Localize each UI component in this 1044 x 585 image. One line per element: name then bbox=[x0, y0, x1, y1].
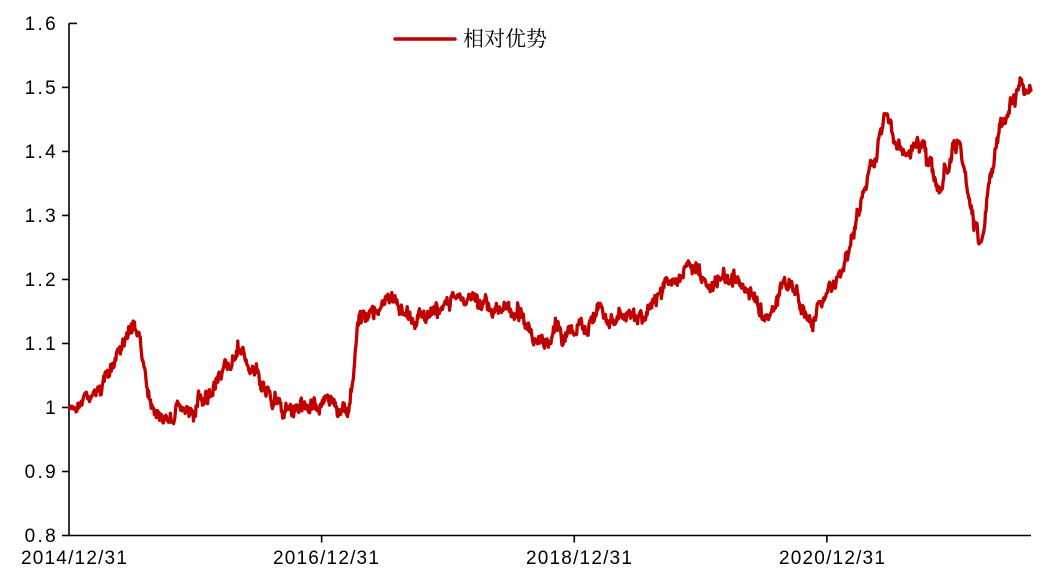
svg-text:1: 1 bbox=[45, 398, 58, 419]
svg-text:1.2: 1.2 bbox=[25, 270, 58, 291]
svg-text:2016/12/31: 2016/12/31 bbox=[273, 548, 380, 569]
svg-text:相对优势: 相对优势 bbox=[463, 23, 547, 53]
svg-text:1.1: 1.1 bbox=[25, 334, 58, 355]
svg-text:2014/12/31: 2014/12/31 bbox=[21, 548, 128, 569]
svg-text:1.6: 1.6 bbox=[25, 14, 58, 35]
svg-text:0.9: 0.9 bbox=[25, 462, 58, 483]
svg-text:0.8: 0.8 bbox=[25, 526, 58, 547]
svg-text:1.4: 1.4 bbox=[25, 142, 58, 163]
svg-text:2020/12/31: 2020/12/31 bbox=[779, 548, 886, 569]
svg-text:1.5: 1.5 bbox=[25, 78, 58, 99]
svg-text:1.3: 1.3 bbox=[25, 206, 58, 227]
svg-text:2018/12/31: 2018/12/31 bbox=[526, 548, 633, 569]
